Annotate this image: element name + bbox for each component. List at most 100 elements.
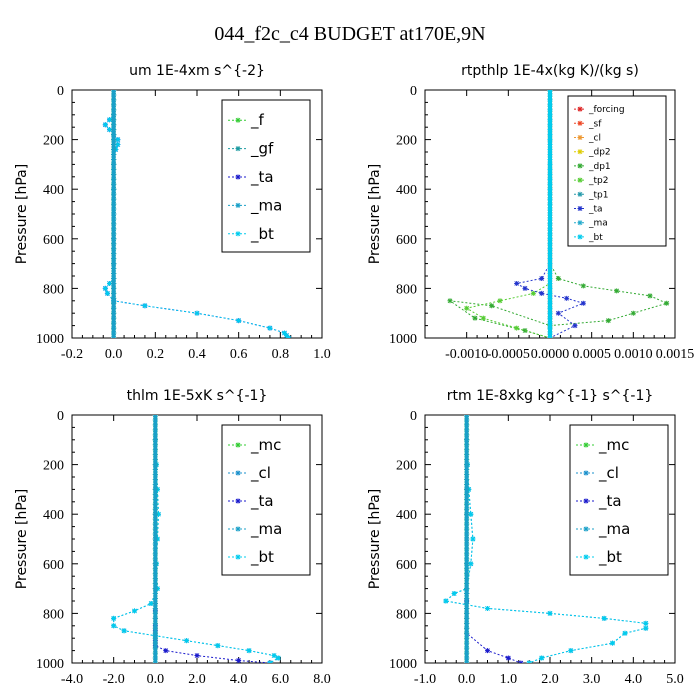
series-point-bt (547, 216, 553, 222)
series-point-ma (464, 472, 470, 478)
series-point-ta (555, 310, 561, 316)
series-point-ma (111, 147, 117, 153)
legend: _forcing _sf _cl _dp2 _dp1 _tp2 _tp1 _ta _ma _bt (567, 95, 667, 247)
legend-marker (577, 177, 583, 183)
series-point-ma (464, 432, 470, 438)
series-point-bt (443, 598, 449, 604)
series-point-ma (464, 437, 470, 443)
legend-marker (577, 191, 583, 197)
x-tick-label: 0.0 (105, 347, 123, 362)
series-point-bt (622, 630, 628, 636)
series-point-bt (547, 315, 553, 321)
y-tick-label: 400 (396, 508, 417, 523)
panel-title: rtm 1E-8xkg kg^{-1} s^{-1} (447, 388, 654, 404)
series-point-ma (464, 516, 470, 522)
series-point-ta (485, 648, 490, 654)
series-point-ma (464, 650, 470, 656)
series-point-ma (111, 246, 117, 252)
x-tick-label: 0.6 (230, 347, 248, 362)
legend-marker (235, 231, 241, 237)
x-tick-label: 0.0015 (656, 347, 695, 362)
legend-marker (235, 146, 241, 152)
series-point-ma (464, 640, 470, 646)
chart-panel-2: rtpthlp 1E-4x(kg K)/(kg s) Pressure [hPa]… (367, 63, 694, 362)
legend-label: _gf (250, 140, 274, 159)
series-point-ma (464, 481, 470, 487)
y-axis-label: Pressure [hPa] (367, 164, 383, 264)
series-point-bt (568, 648, 574, 654)
series-point-bt (547, 285, 553, 291)
series-point-ma (111, 295, 117, 301)
series-point-ma (464, 556, 470, 562)
x-tick-label: 0.8 (272, 347, 290, 362)
series-point-bt (107, 117, 112, 123)
y-tick-label: 400 (43, 508, 64, 523)
legend-marker (583, 442, 589, 448)
series-point-bt (184, 638, 190, 644)
series-point-ma (152, 581, 158, 587)
series-point-ma (152, 561, 158, 567)
series-point-bt (547, 201, 553, 207)
series-point-ma (464, 571, 470, 577)
series-point-bt (547, 320, 553, 326)
series-point-bt (547, 161, 553, 167)
series-point-ma (464, 561, 470, 567)
y-tick-label: 600 (43, 558, 64, 573)
x-tick-label: 3.0 (583, 672, 601, 687)
series-point-ma (464, 486, 470, 492)
y-tick-label: 1000 (389, 657, 417, 672)
series-point-ma (152, 541, 158, 547)
y-tick-label: 1000 (36, 332, 64, 347)
series-point-ma (152, 556, 158, 562)
series-point-ma (111, 211, 117, 217)
series-point-ma (464, 655, 470, 661)
series-point-bt (547, 300, 553, 306)
series-point-ma (111, 320, 117, 326)
series-point-ta (539, 290, 545, 296)
legend-label: _tp1 (588, 190, 608, 200)
series-point-ma (111, 310, 117, 316)
x-tick-label: -0.0010 (445, 347, 488, 362)
series-point-ma (464, 457, 470, 463)
series-point-ma (464, 625, 470, 631)
series-point-bt (271, 653, 277, 659)
series-group (447, 90, 670, 338)
y-axis-label: Pressure [hPa] (367, 489, 383, 589)
series-point-ma (464, 566, 470, 572)
series-point-bt (547, 107, 553, 113)
series-point-bt (547, 241, 553, 247)
series-point-ma (464, 591, 470, 597)
series-point-ma (152, 422, 158, 428)
y-tick-label: 800 (43, 282, 64, 297)
series-point-dp1 (555, 275, 561, 281)
series-point-ma (152, 501, 158, 507)
series-point-bt (547, 196, 553, 202)
series-point-bt (547, 246, 553, 252)
series-point-ma (111, 231, 117, 237)
series-point-bt (547, 151, 553, 157)
series-point-ma (152, 536, 158, 542)
series-point-ma (111, 161, 117, 167)
series-point-bt (468, 561, 474, 567)
x-tick-label: 8.0 (313, 672, 331, 687)
series-point-ma (464, 501, 470, 507)
y-tick-label: 0 (410, 409, 417, 424)
series-point-ma (111, 117, 117, 123)
series-point-ma (152, 511, 158, 517)
series-point-tp2 (530, 290, 536, 296)
series-point-bt (102, 122, 108, 128)
series-point-dp1 (580, 283, 586, 289)
series-point-ma (152, 521, 158, 527)
series-point-bt (155, 511, 161, 517)
legend-label: _f (250, 111, 265, 130)
legend-marker (583, 554, 589, 560)
legend-marker (235, 442, 241, 448)
series-point-ma (111, 171, 117, 177)
legend-marker (577, 149, 583, 155)
series-point-ma (111, 256, 117, 262)
x-tick-label: 1.0 (500, 672, 518, 687)
series-point-ma (464, 600, 470, 606)
series-point-ma (111, 137, 117, 143)
series-point-ma (464, 635, 470, 641)
series-point-ma (111, 330, 117, 336)
